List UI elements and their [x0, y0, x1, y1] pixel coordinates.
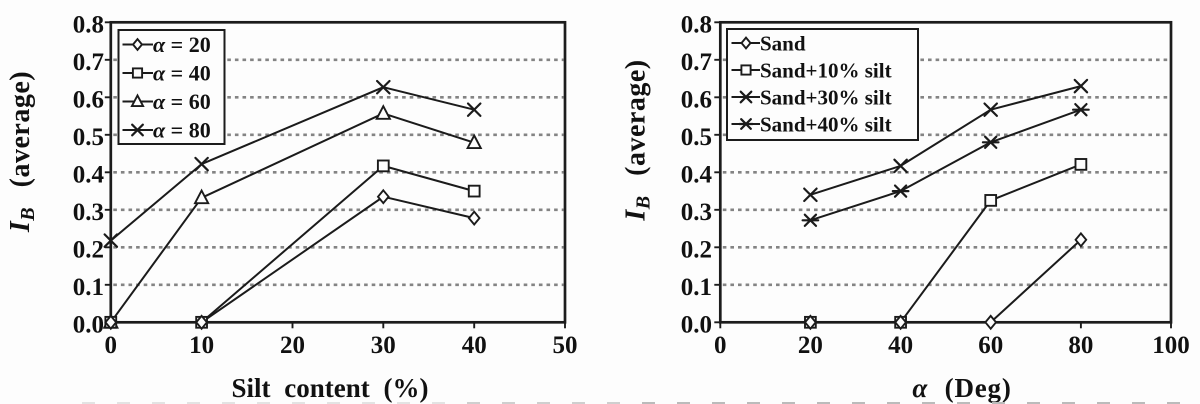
svg-text:20: 20	[280, 332, 305, 359]
svg-text:Silt content (%): Silt content (%)	[232, 373, 429, 403]
svg-text:0.6: 0.6	[681, 86, 712, 113]
svg-text:0.4: 0.4	[73, 161, 105, 188]
svg-text:0.8: 0.8	[681, 11, 712, 38]
svg-text:IB (average): IB (average)	[5, 71, 39, 233]
svg-text:10: 10	[189, 332, 214, 359]
svg-text:0.0: 0.0	[681, 311, 712, 338]
svg-text:0.5: 0.5	[73, 124, 104, 151]
svg-text:IB (average): IB (average)	[621, 59, 655, 221]
svg-text:20: 20	[798, 332, 823, 359]
svg-text:80: 80	[1068, 332, 1093, 359]
svg-text:α (Deg): α (Deg)	[912, 373, 1011, 403]
svg-text:Sand+10% silt: Sand+10% silt	[760, 59, 892, 83]
svg-text:40: 40	[888, 332, 913, 359]
svg-text:0.2: 0.2	[681, 236, 712, 263]
svg-text:0.6: 0.6	[73, 86, 104, 113]
svg-text:0.0: 0.0	[73, 311, 104, 338]
svg-text:α = 60: α = 60	[153, 89, 211, 114]
svg-text:Sand+30% silt: Sand+30% silt	[760, 86, 892, 110]
svg-text:0.1: 0.1	[681, 274, 712, 301]
svg-text:0.5: 0.5	[681, 124, 712, 151]
svg-text:Sand+40% silt: Sand+40% silt	[760, 113, 892, 137]
svg-text:60: 60	[978, 332, 1003, 359]
svg-text:100: 100	[1152, 332, 1190, 359]
svg-text:α = 40: α = 40	[153, 61, 211, 86]
svg-text:0.4: 0.4	[681, 161, 713, 188]
svg-text:50: 50	[553, 332, 578, 359]
svg-text:40: 40	[462, 332, 487, 359]
svg-text:α = 20: α = 20	[153, 32, 211, 57]
svg-text:0.1: 0.1	[73, 274, 104, 301]
svg-text:0.7: 0.7	[73, 49, 104, 76]
svg-text:0.3: 0.3	[73, 199, 104, 226]
svg-text:0: 0	[105, 332, 118, 359]
svg-text:Sand: Sand	[760, 32, 806, 56]
svg-text:0.7: 0.7	[681, 49, 712, 76]
svg-text:30: 30	[371, 332, 396, 359]
svg-text:0.2: 0.2	[73, 236, 104, 263]
svg-text:0.3: 0.3	[681, 199, 712, 226]
svg-text:α = 80: α = 80	[153, 118, 211, 143]
svg-text:0.8: 0.8	[73, 11, 104, 38]
svg-text:0: 0	[714, 332, 727, 359]
